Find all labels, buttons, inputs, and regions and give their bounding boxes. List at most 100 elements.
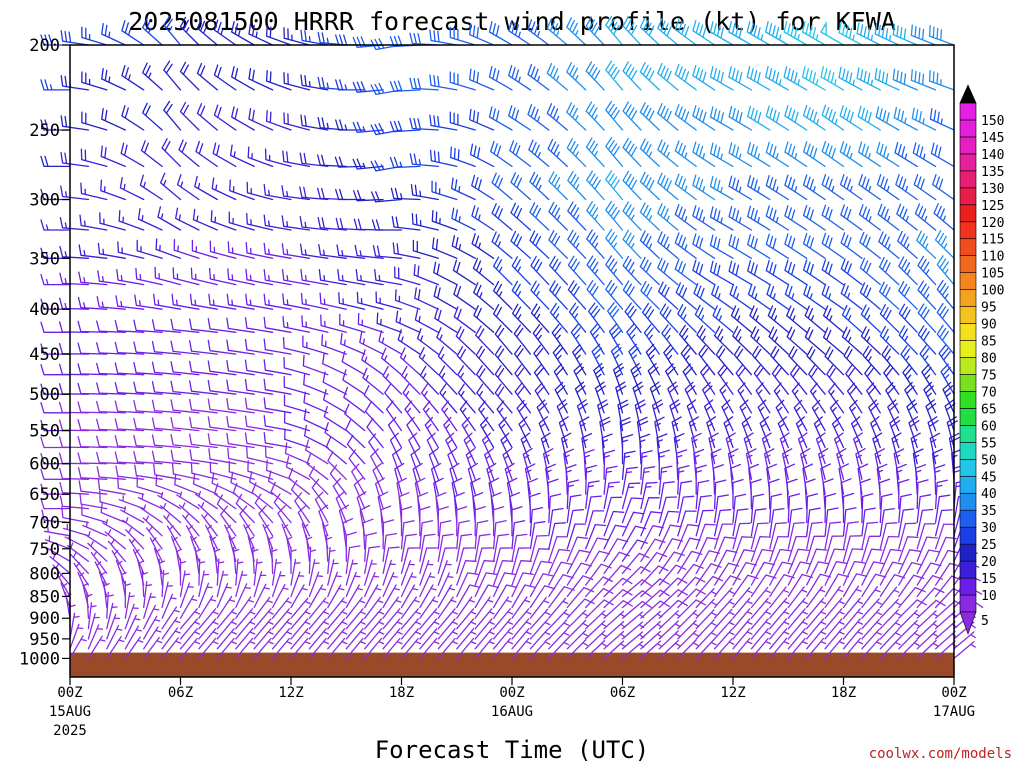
wind-barb bbox=[60, 30, 90, 46]
wind-barb bbox=[787, 597, 808, 619]
wind-barb bbox=[456, 520, 470, 550]
wind-barb bbox=[389, 120, 421, 133]
wind-barb bbox=[921, 363, 937, 395]
wind-barb bbox=[345, 584, 363, 609]
wind-barb bbox=[709, 142, 734, 168]
wind-barb bbox=[419, 365, 439, 395]
wind-barb bbox=[40, 273, 71, 286]
wind-barb bbox=[617, 399, 629, 432]
wind-barb bbox=[282, 315, 311, 333]
wind-barb bbox=[265, 110, 292, 131]
wind-barb bbox=[708, 432, 719, 465]
wind-barb bbox=[713, 618, 735, 640]
wind-barb bbox=[769, 522, 787, 550]
wind-barb bbox=[475, 345, 495, 376]
wind-barb bbox=[824, 561, 848, 586]
wind-barb bbox=[364, 559, 377, 586]
wind-barb bbox=[271, 558, 282, 586]
wind-barb bbox=[585, 550, 611, 575]
wind-barb bbox=[540, 432, 551, 465]
wind-barb bbox=[622, 137, 642, 168]
wind-barb bbox=[587, 302, 605, 333]
wind-barb bbox=[621, 566, 651, 586]
wind-barb bbox=[709, 175, 734, 201]
wind-barb bbox=[511, 560, 532, 586]
wind-barb bbox=[806, 618, 827, 640]
wind-barb bbox=[594, 381, 606, 414]
wind-barb bbox=[87, 624, 103, 650]
wind-barb bbox=[419, 584, 437, 609]
wind-barb bbox=[605, 60, 624, 91]
wind-barb bbox=[732, 478, 744, 510]
wind-barb bbox=[553, 363, 568, 395]
wind-barb bbox=[824, 346, 845, 376]
wind-barb bbox=[824, 521, 842, 550]
wind-barb bbox=[77, 419, 108, 432]
wind-barb bbox=[457, 365, 476, 395]
wind-barb bbox=[538, 416, 550, 449]
wind-barb bbox=[876, 141, 900, 168]
colorbar-label: 50 bbox=[981, 453, 997, 468]
wind-barb bbox=[658, 610, 681, 630]
wind-barb bbox=[235, 608, 256, 630]
wind-barb bbox=[194, 546, 202, 575]
wind-barb bbox=[534, 382, 550, 414]
wind-barb bbox=[77, 452, 108, 465]
wind-barb bbox=[452, 259, 476, 286]
wind-barb bbox=[254, 493, 274, 524]
wind-barb bbox=[953, 631, 976, 650]
wind-barb bbox=[548, 230, 568, 259]
wind-barb bbox=[585, 630, 607, 650]
wind-barb bbox=[750, 548, 774, 575]
wind-barb bbox=[781, 448, 793, 480]
wind-barb bbox=[271, 571, 286, 598]
wind-barb bbox=[839, 141, 863, 168]
wind-barb bbox=[728, 234, 753, 259]
wind-barb bbox=[645, 343, 660, 376]
wind-barb bbox=[511, 584, 536, 609]
wind-barb bbox=[898, 619, 920, 640]
wind-barb bbox=[97, 270, 126, 286]
wind-barb bbox=[308, 584, 327, 609]
wind-barb bbox=[198, 618, 219, 640]
wind-barb bbox=[122, 517, 145, 537]
wind-barb bbox=[439, 383, 458, 414]
wind-barb bbox=[60, 152, 90, 168]
wind-barb bbox=[622, 101, 642, 131]
wind-barb bbox=[336, 244, 366, 259]
wind-barb bbox=[210, 210, 237, 231]
wind-barb bbox=[508, 105, 532, 131]
wind-barb bbox=[585, 137, 605, 168]
wind-barb bbox=[953, 641, 976, 660]
wind-barb bbox=[732, 608, 753, 630]
wind-barb bbox=[732, 493, 747, 524]
wind-barb bbox=[366, 417, 384, 449]
wind-barb bbox=[732, 618, 753, 640]
wind-barb bbox=[842, 637, 864, 660]
wind-barb bbox=[133, 361, 163, 376]
wind-barb bbox=[692, 259, 716, 286]
wind-barb bbox=[492, 596, 512, 619]
x-axis: 00Z 15AUG 2025 06Z 12Z 18Z 00Z 16AUG 06Z 12Z 18Z 00… bbox=[49, 677, 975, 739]
wind-barb bbox=[824, 608, 845, 630]
wind-barb bbox=[686, 399, 697, 432]
wind-barb bbox=[695, 479, 710, 510]
wind-barb bbox=[87, 635, 106, 660]
wind-barb bbox=[77, 382, 108, 395]
colorbar-bottom-arrow bbox=[959, 611, 977, 635]
wind-barb bbox=[898, 280, 918, 310]
wind-barb bbox=[77, 363, 108, 376]
wind-barb bbox=[511, 628, 532, 650]
y-tick-label: 800 bbox=[29, 564, 60, 584]
wind-barb bbox=[282, 337, 311, 355]
wind-barb bbox=[747, 205, 771, 231]
wind-barb bbox=[134, 294, 163, 310]
wind-barb bbox=[389, 80, 421, 93]
wind-barb bbox=[586, 255, 605, 286]
wind-barb bbox=[364, 618, 385, 640]
wind-barb bbox=[621, 590, 652, 609]
wind-barb bbox=[878, 231, 900, 259]
wind-barb bbox=[155, 238, 182, 259]
wind-barb bbox=[211, 177, 237, 201]
wind-barb bbox=[713, 598, 735, 619]
